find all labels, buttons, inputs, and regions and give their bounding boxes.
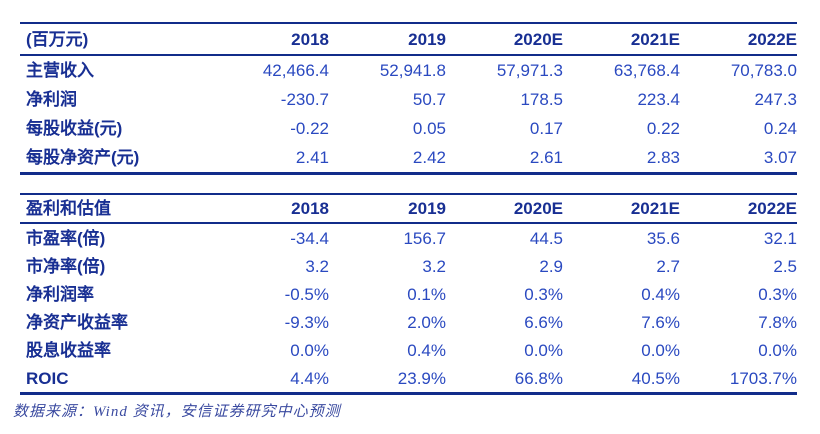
year-header-2019: 2019 xyxy=(408,29,446,49)
table-row-net-margin: 净利润率 -0.5% 0.1% 0.3% 0.4% 0.3% xyxy=(20,280,797,308)
table-row-pe: 市盈率(倍) -34.4 156.7 44.5 35.6 32.1 xyxy=(20,224,797,252)
cell-value: 3.2 xyxy=(422,256,446,276)
cell-value: 0.05 xyxy=(412,119,446,138)
row-label: ROIC xyxy=(26,368,69,388)
valuation-table-header-row: 盈利和估值 2018 2019 2020E 2021E 2022E xyxy=(20,195,797,224)
cell-value: 50.7 xyxy=(412,90,446,109)
cell-value: 0.22 xyxy=(646,119,680,138)
data-source-note: 数据来源：Wind 资讯，安信证券研究中心预测 xyxy=(13,404,341,420)
cell-value: 1703.7% xyxy=(729,368,797,388)
year-header-2018: 2018 xyxy=(291,199,329,218)
table-row-revenue: 主营收入 42,466.4 52,941.8 57,971.3 63,768.4… xyxy=(20,56,797,85)
row-label: 每股净资产(元) xyxy=(26,148,140,167)
cell-value: 0.4% xyxy=(407,340,446,360)
cell-value: 247.3 xyxy=(754,90,797,109)
table-row-roic: ROIC 4.4% 23.9% 66.8% 40.5% 1703.7% xyxy=(20,364,797,392)
year-header-2020e: 2020E xyxy=(513,29,563,49)
cell-value: 0.1% xyxy=(407,284,446,304)
year-header-2018: 2018 xyxy=(291,29,329,49)
cell-value: 2.9 xyxy=(539,256,563,276)
valuation-table: 盈利和估值 2018 2019 2020E 2021E 2022E 市盈率(倍)… xyxy=(20,193,797,395)
cell-value: 4.4% xyxy=(290,368,329,388)
cell-value: 2.42 xyxy=(412,148,446,167)
income-forecast-table: (百万元) 2018 2019 2020E 2021E 2022E 主营收入 4… xyxy=(20,22,797,175)
cell-value: 2.83 xyxy=(646,148,680,167)
table-row-roe: 净资产收益率 -9.3% 2.0% 6.6% 7.6% 7.8% xyxy=(20,308,797,336)
table-row-pb: 市净率(倍) 3.2 3.2 2.9 2.7 2.5 xyxy=(20,252,797,280)
cell-value: 2.7 xyxy=(656,256,680,276)
year-header-2021e: 2021E xyxy=(630,29,680,49)
cell-value: 2.5 xyxy=(773,256,797,276)
cell-value: 0.0% xyxy=(290,340,329,360)
cell-value: 44.5 xyxy=(529,228,563,248)
cell-value: 7.8% xyxy=(758,312,797,332)
year-header-2020e: 2020E xyxy=(513,199,563,218)
cell-value: 63,768.4 xyxy=(613,61,680,80)
cell-value: 223.4 xyxy=(637,90,680,109)
cell-value: 40.5% xyxy=(631,368,680,388)
row-label: 市盈率(倍) xyxy=(26,228,106,248)
cell-value: 0.0% xyxy=(758,340,797,360)
cell-value: 0.17 xyxy=(529,119,563,138)
cell-value: -0.22 xyxy=(290,119,329,138)
cell-value: 23.9% xyxy=(397,368,446,388)
row-label: 股息收益率 xyxy=(26,340,111,360)
table-row-eps: 每股收益(元) -0.22 0.05 0.17 0.22 0.24 xyxy=(20,114,797,143)
cell-value: 32.1 xyxy=(763,228,797,248)
cell-value: 2.61 xyxy=(529,148,563,167)
cell-value: 70,783.0 xyxy=(730,61,797,80)
cell-value: 3.07 xyxy=(763,148,797,167)
table-row-bvps: 每股净资产(元) 2.41 2.42 2.61 2.83 3.07 xyxy=(20,143,797,172)
row-label: 净利润率 xyxy=(26,284,94,304)
cell-value: -9.3% xyxy=(284,312,329,332)
row-label: 每股收益(元) xyxy=(26,119,123,138)
cell-value: 0.4% xyxy=(641,284,680,304)
year-header-2021e: 2021E xyxy=(630,199,680,218)
table-row-dividend-yield: 股息收益率 0.0% 0.4% 0.0% 0.0% 0.0% xyxy=(20,336,797,364)
cell-value: 0.3% xyxy=(524,284,563,304)
row-label: 净资产收益率 xyxy=(26,312,128,332)
cell-value: 35.6 xyxy=(646,228,680,248)
valuation-header: 盈利和估值 xyxy=(26,199,111,218)
cell-value: -230.7 xyxy=(280,90,329,109)
cell-value: 7.6% xyxy=(641,312,680,332)
cell-value: -34.4 xyxy=(290,228,329,248)
cell-value: 178.5 xyxy=(520,90,563,109)
cell-value: 2.0% xyxy=(407,312,446,332)
row-label: 主营收入 xyxy=(26,61,94,80)
cell-value: 0.0% xyxy=(524,340,563,360)
cell-value: 42,466.4 xyxy=(262,61,329,80)
unit-header: (百万元) xyxy=(26,29,89,49)
cell-value: 0.0% xyxy=(641,340,680,360)
cell-value: -0.5% xyxy=(284,284,329,304)
row-label: 市净率(倍) xyxy=(26,256,106,276)
year-header-2022e: 2022E xyxy=(747,199,797,218)
year-header-2019: 2019 xyxy=(408,199,446,218)
cell-value: 66.8% xyxy=(514,368,563,388)
row-label: 净利润 xyxy=(26,90,77,109)
cell-value: 3.2 xyxy=(305,256,329,276)
cell-value: 52,941.8 xyxy=(379,61,446,80)
cell-value: 6.6% xyxy=(524,312,563,332)
cell-value: 0.3% xyxy=(758,284,797,304)
cell-value: 156.7 xyxy=(403,228,446,248)
table-row-net-profit: 净利润 -230.7 50.7 178.5 223.4 247.3 xyxy=(20,85,797,114)
cell-value: 57,971.3 xyxy=(496,61,563,80)
year-header-2022e: 2022E xyxy=(747,29,797,49)
income-table-header-row: (百万元) 2018 2019 2020E 2021E 2022E xyxy=(20,24,797,56)
cell-value: 0.24 xyxy=(763,119,797,138)
cell-value: 2.41 xyxy=(295,148,329,167)
